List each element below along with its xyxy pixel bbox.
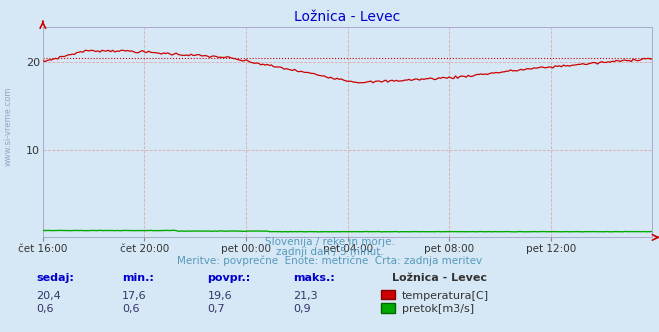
Text: 0,7: 0,7 xyxy=(208,304,225,314)
Text: zadnji dan / 5 minut.: zadnji dan / 5 minut. xyxy=(275,247,384,257)
Text: Slovenija / reke in morje.: Slovenija / reke in morje. xyxy=(264,237,395,247)
Text: Ložnica - Levec: Ložnica - Levec xyxy=(392,273,487,283)
Text: min.:: min.: xyxy=(122,273,154,283)
Text: Meritve: povprečne  Enote: metrične  Črta: zadnja meritev: Meritve: povprečne Enote: metrične Črta:… xyxy=(177,254,482,266)
Text: sedaj:: sedaj: xyxy=(36,273,74,283)
Text: 0,6: 0,6 xyxy=(36,304,54,314)
Text: 17,6: 17,6 xyxy=(122,291,146,301)
Text: povpr.:: povpr.: xyxy=(208,273,251,283)
Text: pretok[m3/s]: pretok[m3/s] xyxy=(402,304,474,314)
Title: Ložnica - Levec: Ložnica - Levec xyxy=(295,10,401,24)
Text: www.si-vreme.com: www.si-vreme.com xyxy=(3,86,13,166)
Text: maks.:: maks.: xyxy=(293,273,335,283)
Text: 0,6: 0,6 xyxy=(122,304,140,314)
Text: temperatura[C]: temperatura[C] xyxy=(402,291,489,301)
Text: 0,9: 0,9 xyxy=(293,304,311,314)
Text: 21,3: 21,3 xyxy=(293,291,318,301)
Text: 20,4: 20,4 xyxy=(36,291,61,301)
Text: 19,6: 19,6 xyxy=(208,291,232,301)
